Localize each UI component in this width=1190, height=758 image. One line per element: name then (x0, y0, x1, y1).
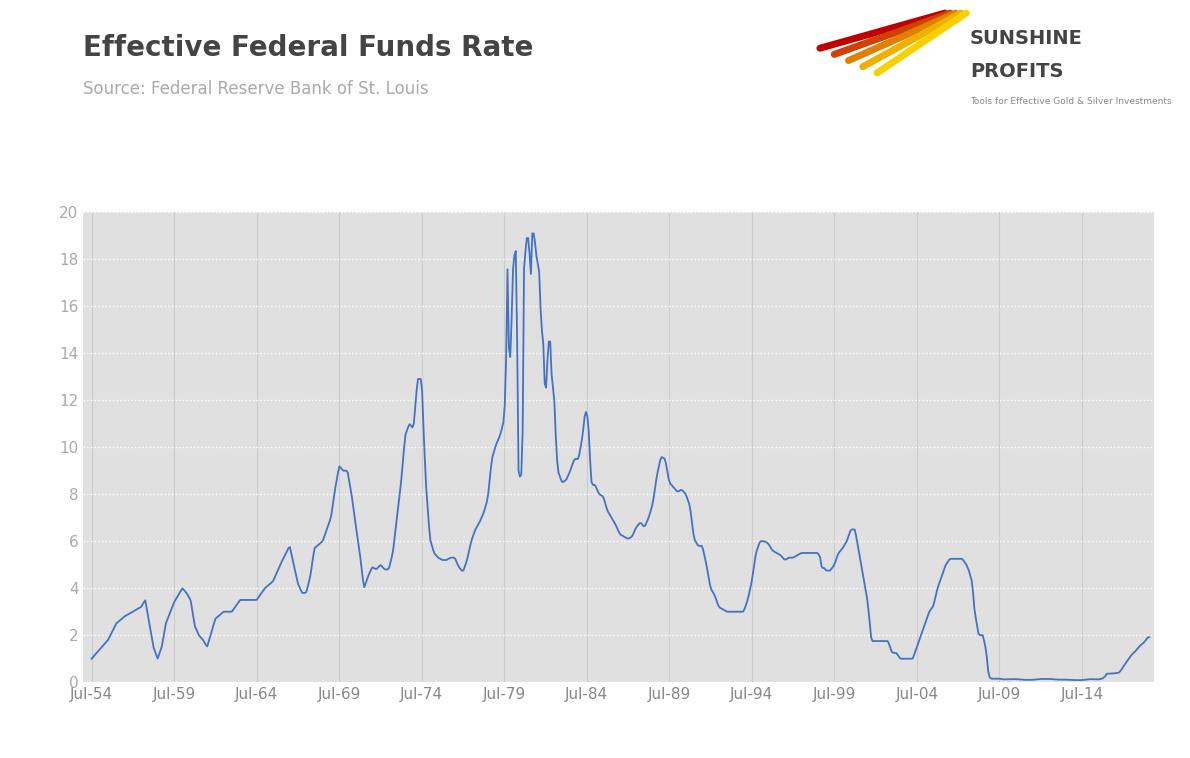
Text: Tools for Effective Gold & Silver Investments: Tools for Effective Gold & Silver Invest… (970, 96, 1171, 105)
Text: Source: Federal Reserve Bank of St. Louis: Source: Federal Reserve Bank of St. Loui… (83, 80, 428, 98)
Text: PROFITS: PROFITS (970, 62, 1064, 81)
Text: SUNSHINE: SUNSHINE (970, 29, 1083, 48)
Text: Effective Federal Funds Rate: Effective Federal Funds Rate (83, 34, 533, 62)
